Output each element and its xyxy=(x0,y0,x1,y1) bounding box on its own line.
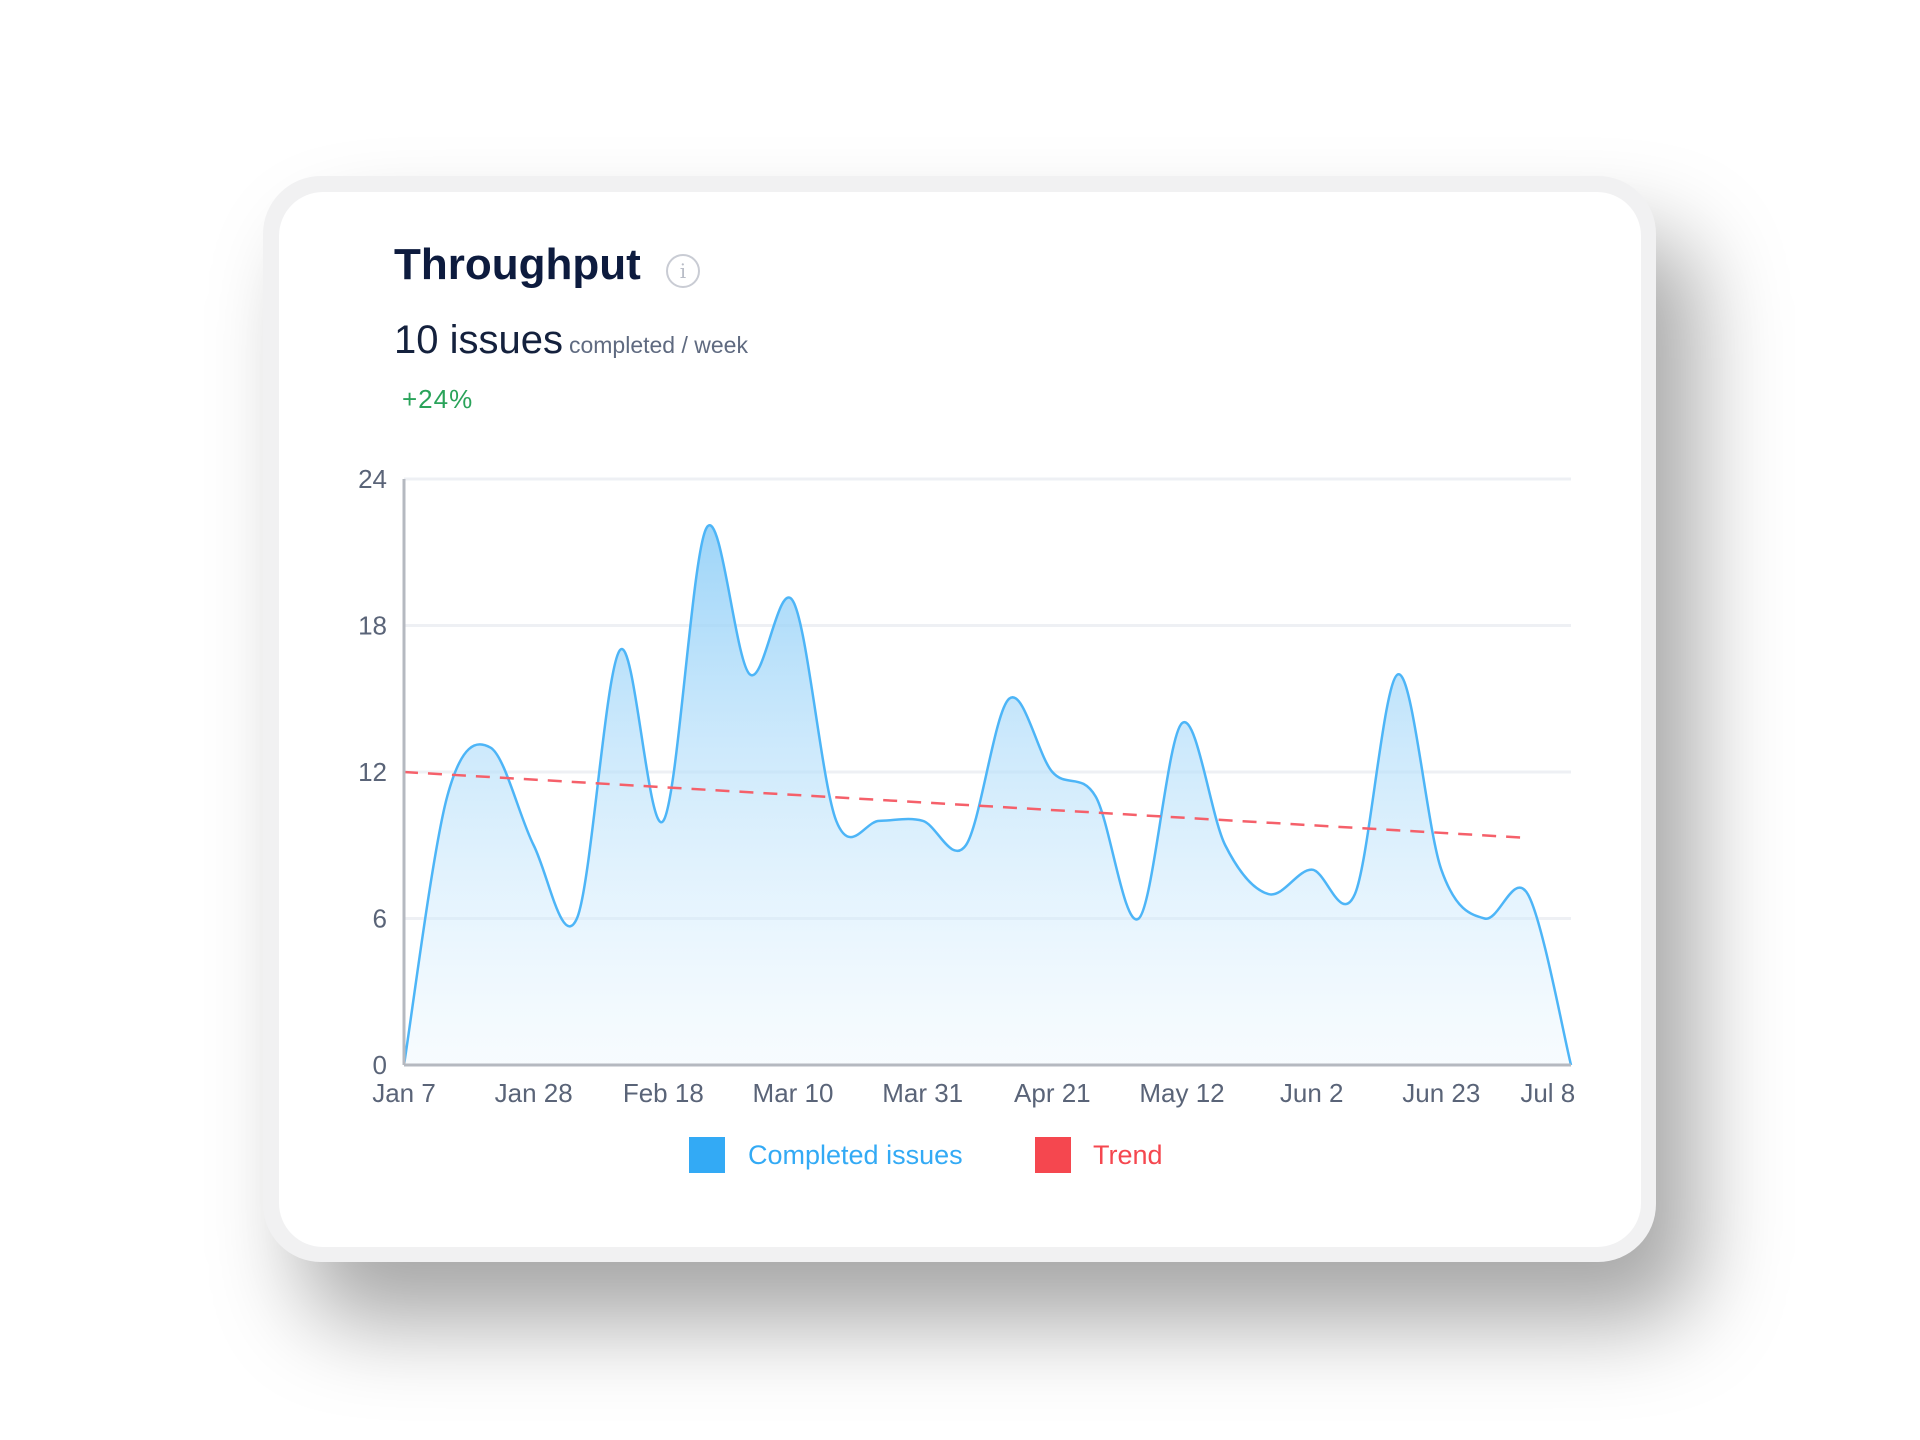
legend-swatch-completed[interactable] xyxy=(689,1137,725,1173)
delta-badge: +24% xyxy=(402,384,474,414)
x-tick-label: Jan 28 xyxy=(495,1078,573,1108)
x-tick-label: Jul 8 xyxy=(1520,1078,1575,1108)
card-title: Throughput xyxy=(394,240,641,289)
y-tick-label: 12 xyxy=(358,757,387,787)
y-tick-label: 0 xyxy=(373,1050,387,1080)
legend: Completed issues Trend xyxy=(689,1137,1163,1173)
x-tick-label: May 12 xyxy=(1139,1078,1224,1108)
x-tick-label: Feb 18 xyxy=(623,1078,704,1108)
info-icon[interactable]: i xyxy=(666,254,700,288)
x-tick-label: Apr 21 xyxy=(1014,1078,1091,1108)
trend-line xyxy=(403,770,1528,840)
x-tick-label: Mar 31 xyxy=(882,1078,963,1108)
x-tick-label: Mar 10 xyxy=(753,1078,834,1108)
y-tick-label: 24 xyxy=(358,464,387,494)
metric-value: 10 issues xyxy=(394,318,563,362)
x-tick-label: Jun 23 xyxy=(1402,1078,1480,1108)
legend-label-completed[interactable]: Completed issues xyxy=(748,1140,963,1170)
x-tick-label: Jan 7 xyxy=(372,1078,436,1108)
legend-label-trend[interactable]: Trend xyxy=(1093,1140,1163,1170)
legend-swatch-trend[interactable] xyxy=(1035,1137,1071,1173)
completed-issues-area xyxy=(404,525,1571,1065)
x-tick-label: Jun 2 xyxy=(1280,1078,1344,1108)
y-tick-label: 18 xyxy=(358,611,387,641)
y-tick-label: 6 xyxy=(373,904,387,934)
completed-issues-line xyxy=(402,524,1573,1066)
metric-unit: completed / week xyxy=(568,332,748,358)
metric: 10 issues completed / week xyxy=(394,318,748,363)
